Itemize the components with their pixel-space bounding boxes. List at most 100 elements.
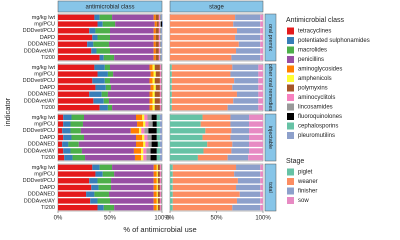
bar-segment: [170, 121, 201, 127]
bar-segment: [95, 171, 103, 177]
bar-segment: [236, 184, 261, 191]
bar-segment: [160, 164, 162, 171]
bar-segment: [197, 154, 228, 161]
bar-segment: [170, 48, 237, 54]
bar-segment: [172, 184, 237, 191]
bar-segment: [159, 64, 161, 71]
bar-segment: [153, 54, 156, 61]
x-tick-label: 50%: [104, 216, 117, 222]
bar-segment: [202, 114, 231, 121]
bar-segment: [170, 71, 172, 77]
bar-segment: [159, 121, 162, 127]
bar-segment: [63, 114, 72, 121]
bar-segment: [155, 41, 159, 47]
bar-segment: [232, 141, 250, 147]
bar-segment: [170, 154, 198, 161]
bar-segment: [156, 154, 160, 161]
bar-segment: [143, 121, 146, 127]
bar-segment: [249, 134, 263, 141]
bar-segment: [156, 178, 158, 184]
bar-segment: [58, 191, 87, 197]
bar-segment: [227, 154, 249, 161]
bar-segment: [156, 114, 160, 121]
bar-segment: [159, 204, 161, 211]
bar-segment: [58, 148, 64, 154]
bar-segment: [170, 148, 204, 154]
column-strip-label: antimicrobial class: [85, 5, 134, 11]
bar-segment: [107, 104, 113, 111]
legend-swatch: [287, 56, 294, 63]
bar-segment: [170, 41, 239, 47]
bar-segment: [160, 78, 162, 84]
bar-segment: [157, 204, 160, 211]
bar-segment: [258, 71, 263, 77]
bar-segment: [103, 204, 115, 211]
bar-segment: [149, 104, 153, 111]
legend-label: potentiated sulphonamides: [298, 38, 370, 44]
bar-segment: [91, 184, 99, 191]
bar-segment: [62, 141, 69, 147]
bar-segment: [102, 21, 116, 27]
bar-segment: [258, 84, 263, 91]
bar-segment: [260, 191, 263, 197]
strip: [264, 113, 277, 162]
legend-label: fluoroquinolones: [298, 114, 342, 120]
bar-segment: [58, 64, 95, 71]
y-tick-label: DDDAvet/AY: [24, 48, 56, 54]
y-tick-label: DDDvet/PCU: [23, 28, 55, 34]
bar-segment: [153, 34, 156, 41]
legend-label: pleuromutilins: [298, 133, 335, 139]
legend-label: lincosamides: [298, 105, 333, 111]
legend-swatch: [287, 113, 294, 120]
bar-segment: [150, 154, 157, 161]
bar-segment: [156, 184, 158, 191]
bar-segment: [170, 28, 237, 34]
y-tick-label: mg/PCU: [34, 72, 55, 78]
bar-segment: [156, 204, 158, 211]
bar-segment: [153, 71, 156, 77]
bar-segment: [260, 48, 263, 54]
bar-segment: [58, 28, 90, 34]
bar-segment: [92, 34, 98, 41]
legend-swatch: [287, 122, 294, 130]
bar-segment: [170, 54, 232, 61]
bar-segment: [82, 121, 138, 127]
bar-segment: [115, 21, 155, 27]
bar-segment: [170, 64, 172, 71]
bar-segment: [152, 78, 155, 84]
bar-segment: [58, 48, 92, 54]
bar-segment: [156, 164, 158, 171]
bar-segment: [170, 34, 236, 41]
bar-segment: [170, 98, 172, 104]
bar-segment: [260, 198, 263, 204]
bar-segment: [99, 14, 113, 21]
bar-segment: [160, 71, 162, 77]
bar-segment: [153, 171, 157, 177]
bar-segment: [159, 148, 162, 154]
bar-segment: [72, 154, 86, 161]
bar-segment: [58, 54, 100, 61]
bar-segment: [159, 141, 162, 147]
bar-segment: [159, 54, 161, 61]
bar-segment: [170, 204, 173, 211]
bar-segment: [160, 48, 162, 54]
bar-segment: [155, 48, 159, 54]
y-tick-label: mg/PCU: [34, 22, 55, 28]
bar-segment: [71, 134, 84, 141]
bar-segment: [89, 178, 98, 184]
bar-segment: [58, 34, 93, 41]
bar-segment: [84, 134, 136, 141]
bar-segment: [239, 191, 261, 197]
bar-segment: [260, 34, 263, 41]
bar-segment: [113, 71, 151, 77]
bar-segment: [144, 128, 149, 134]
bar-segment: [114, 171, 154, 177]
bar-segment: [146, 154, 151, 161]
bar-segment: [170, 178, 173, 184]
bar-segment: [153, 178, 157, 184]
bar-segment: [155, 28, 159, 34]
bar-segment: [136, 141, 144, 147]
bar-segment: [156, 134, 160, 141]
legend-label: finisher: [298, 189, 317, 195]
bar-segment: [159, 28, 161, 34]
